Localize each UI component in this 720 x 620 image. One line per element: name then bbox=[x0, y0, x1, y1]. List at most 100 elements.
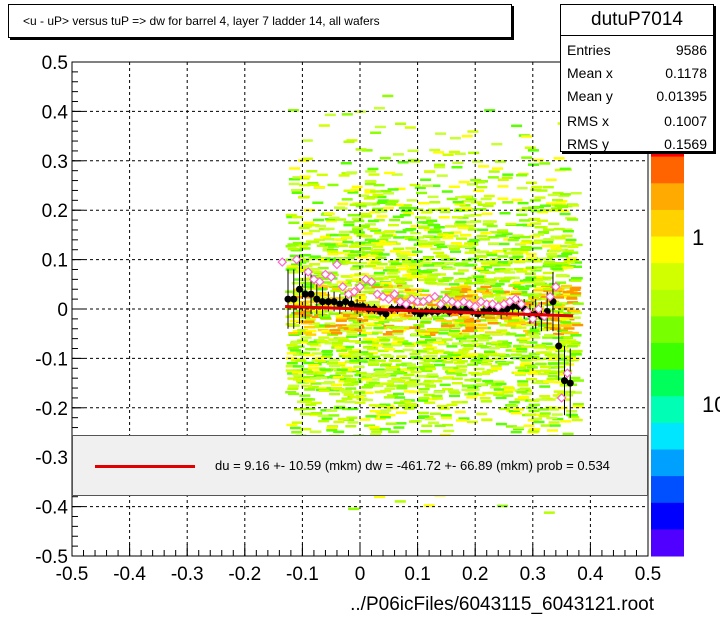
histogram-cell bbox=[353, 310, 365, 314]
histogram-cell bbox=[529, 217, 541, 221]
histogram-cell bbox=[285, 268, 297, 271]
histogram-cell bbox=[499, 269, 511, 272]
histogram-cell bbox=[343, 140, 355, 143]
histogram-cell bbox=[345, 279, 357, 282]
histogram-cell bbox=[489, 293, 501, 297]
histogram-cell bbox=[358, 226, 370, 229]
histogram-cell bbox=[395, 363, 407, 366]
histogram-cell bbox=[482, 295, 494, 298]
histogram-cell bbox=[335, 372, 347, 375]
histogram-cell bbox=[425, 281, 437, 285]
histogram-cell bbox=[318, 386, 330, 390]
histogram-cell bbox=[372, 344, 384, 347]
histogram-cell bbox=[523, 268, 535, 271]
histogram-cell bbox=[386, 372, 398, 376]
histogram-cell bbox=[411, 250, 423, 253]
histogram-cell bbox=[311, 372, 323, 376]
histogram-cell bbox=[341, 236, 353, 239]
histogram-cell bbox=[450, 358, 462, 362]
histogram-cell bbox=[369, 410, 381, 413]
histogram-cell bbox=[416, 239, 428, 243]
histogram-cell bbox=[451, 382, 463, 385]
histogram-cell bbox=[308, 183, 320, 186]
histogram-cell bbox=[341, 370, 353, 373]
histogram-cell bbox=[332, 376, 344, 379]
histogram-cell bbox=[328, 312, 340, 315]
histogram-cell bbox=[571, 418, 583, 422]
histogram-cell bbox=[327, 333, 339, 336]
histogram-cell bbox=[476, 326, 488, 330]
histogram-cell bbox=[389, 250, 401, 253]
histogram-cell bbox=[418, 289, 430, 292]
histogram-cell bbox=[435, 273, 447, 276]
data-point-open bbox=[533, 304, 544, 314]
histogram-cell bbox=[449, 391, 461, 394]
histogram-cell bbox=[355, 334, 367, 337]
histogram-cell bbox=[453, 272, 465, 275]
histogram-cell bbox=[488, 242, 499, 245]
histogram-cell bbox=[287, 377, 299, 380]
histogram-cell bbox=[387, 269, 399, 272]
histogram-cell bbox=[288, 182, 300, 186]
histogram-cell bbox=[311, 315, 323, 319]
histogram-cell bbox=[422, 381, 434, 384]
histogram-cell bbox=[562, 230, 574, 233]
histogram-cell bbox=[447, 294, 459, 297]
histogram-cell bbox=[477, 228, 489, 232]
histogram-cell bbox=[316, 376, 328, 379]
histogram-cell bbox=[393, 337, 405, 340]
histogram-cell bbox=[302, 311, 314, 315]
histogram-cell bbox=[380, 389, 392, 393]
histogram-cell bbox=[365, 415, 377, 418]
histogram-cell bbox=[480, 197, 492, 201]
histogram-cell bbox=[332, 251, 344, 255]
histogram-cell bbox=[496, 329, 508, 332]
histogram-cell bbox=[482, 358, 494, 362]
histogram-cell bbox=[307, 342, 319, 346]
histogram-cell bbox=[310, 270, 322, 274]
histogram-cell bbox=[338, 230, 350, 234]
histogram-cell bbox=[378, 320, 390, 324]
histogram-cell bbox=[308, 385, 319, 389]
histogram-cell bbox=[464, 282, 476, 285]
histogram-cell bbox=[299, 268, 311, 271]
histogram-cell bbox=[497, 340, 509, 343]
histogram-cell bbox=[426, 219, 438, 222]
histogram-cell bbox=[482, 391, 494, 395]
histogram-cell bbox=[556, 358, 567, 361]
histogram-cell bbox=[352, 226, 364, 229]
histogram-cell bbox=[470, 384, 482, 387]
histogram-cell bbox=[467, 240, 479, 244]
histogram-cell bbox=[380, 353, 392, 357]
color-bar-segment bbox=[651, 343, 684, 371]
data-point-filled bbox=[296, 285, 304, 293]
histogram-cell bbox=[471, 334, 483, 338]
histogram-cell bbox=[520, 362, 532, 365]
histogram-cell bbox=[468, 371, 480, 375]
histogram-cell bbox=[420, 430, 432, 433]
histogram-cell bbox=[300, 427, 312, 431]
histogram-cell bbox=[468, 151, 480, 155]
histogram-cell bbox=[336, 349, 348, 352]
histogram-cell bbox=[425, 367, 436, 371]
histogram-cell bbox=[463, 329, 475, 333]
x-tick-label: -0.4 bbox=[113, 564, 146, 585]
histogram-cell bbox=[355, 295, 367, 299]
histogram-cell bbox=[360, 247, 372, 250]
histogram-cell bbox=[538, 257, 550, 261]
histogram-cell bbox=[429, 238, 441, 241]
histogram-cell bbox=[299, 412, 311, 416]
color-bar-segment bbox=[651, 183, 684, 211]
histogram-cell bbox=[559, 193, 571, 196]
histogram-cell bbox=[450, 242, 462, 245]
histogram-cell bbox=[504, 271, 516, 274]
histogram-cell bbox=[346, 261, 358, 265]
histogram-cell bbox=[405, 247, 417, 250]
histogram-cell bbox=[295, 270, 307, 273]
histogram-cell bbox=[384, 413, 396, 417]
histogram-cell bbox=[514, 389, 526, 392]
data-point-filled bbox=[319, 298, 327, 306]
histogram-cell bbox=[499, 324, 511, 327]
histogram-cell bbox=[327, 183, 339, 187]
histogram-cell bbox=[303, 208, 315, 212]
